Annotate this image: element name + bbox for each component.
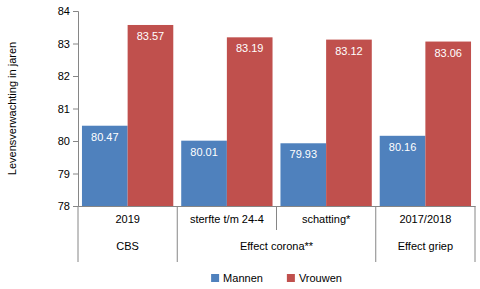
data-label: 83.06 <box>434 47 462 59</box>
bar <box>227 37 273 206</box>
bars <box>82 25 471 206</box>
category-group-label: Effect griep <box>398 240 453 252</box>
data-label: 83.12 <box>335 45 363 57</box>
bar <box>326 40 372 206</box>
category-groups: CBS Effect corona** Effect griep <box>116 240 453 252</box>
y-axis-line <box>73 12 79 207</box>
data-label: 80.47 <box>91 131 119 143</box>
bar <box>82 126 128 206</box>
legend-item: Mannen <box>211 272 263 284</box>
y-tick-mark <box>73 44 78 45</box>
category-group-label: Effect corona** <box>240 240 314 252</box>
y-tick-mark <box>73 206 78 207</box>
category-separator <box>475 206 476 262</box>
data-label: 80.01 <box>190 146 218 158</box>
legend-label: Vrouwen <box>299 272 342 284</box>
y-tick-label: 80 <box>58 135 70 147</box>
data-label: 83.19 <box>236 42 264 54</box>
bar <box>380 136 426 206</box>
category-separator <box>276 206 277 230</box>
y-tick: 80 <box>58 135 78 147</box>
legend-swatch <box>287 274 295 282</box>
category-separators <box>78 206 475 262</box>
bar <box>128 25 174 206</box>
y-tick-mark <box>73 174 78 175</box>
y-tick: 82 <box>58 70 78 82</box>
data-label: 83.57 <box>137 30 165 42</box>
legend-label: Mannen <box>223 272 263 284</box>
x-tick: 2017/2018 <box>399 213 451 225</box>
bar <box>181 141 227 206</box>
x-tick: sterfte t/m 24-4 <box>190 213 264 225</box>
x-tick-label: 2019 <box>115 213 139 225</box>
bar <box>425 42 471 206</box>
y-tick-mark <box>73 109 78 110</box>
x-tick-label: 2017/2018 <box>399 213 451 225</box>
category-separator <box>177 206 178 262</box>
x-tick: 2019 <box>115 213 139 225</box>
y-axis-title: Levensverwachting in jaren <box>6 42 18 175</box>
y-tick-label: 82 <box>58 70 70 82</box>
chart: 78 79 80 81 82 83 84 2019 sterfte t/m 24-4 schatt… <box>0 0 480 289</box>
category-group-label: CBS <box>116 240 139 252</box>
y-tick-mark <box>73 11 78 12</box>
y-axis: 78 79 80 81 82 83 84 <box>58 5 79 212</box>
legend-swatch <box>211 274 219 282</box>
y-tick: 81 <box>58 103 78 115</box>
y-tick-mark <box>73 141 78 142</box>
y-tick-label: 81 <box>58 103 70 115</box>
legend: Mannen Vrouwen <box>211 272 342 284</box>
bar <box>280 143 326 206</box>
y-tick-label: 78 <box>58 200 70 212</box>
y-tick: 79 <box>58 168 78 180</box>
x-tick: schatting* <box>302 213 351 225</box>
y-tick-label: 84 <box>58 5 70 17</box>
y-tick-label: 83 <box>58 38 70 50</box>
y-tick-label: 79 <box>58 168 70 180</box>
category-separator <box>78 206 79 262</box>
y-tick-mark <box>73 76 78 77</box>
x-tick-label: schatting* <box>302 213 351 225</box>
y-tick: 84 <box>58 5 78 17</box>
x-tick-label: sterfte t/m 24-4 <box>190 213 264 225</box>
y-tick: 78 <box>58 200 78 212</box>
legend-item: Vrouwen <box>287 272 342 284</box>
y-tick: 83 <box>58 38 78 50</box>
data-labels: 80.47 80.01 79.93 80.16 83.57 83.19 83.12 83.06 <box>91 30 462 160</box>
category-separator <box>375 206 376 262</box>
data-label: 79.93 <box>290 148 318 160</box>
data-label: 80.16 <box>389 141 417 153</box>
